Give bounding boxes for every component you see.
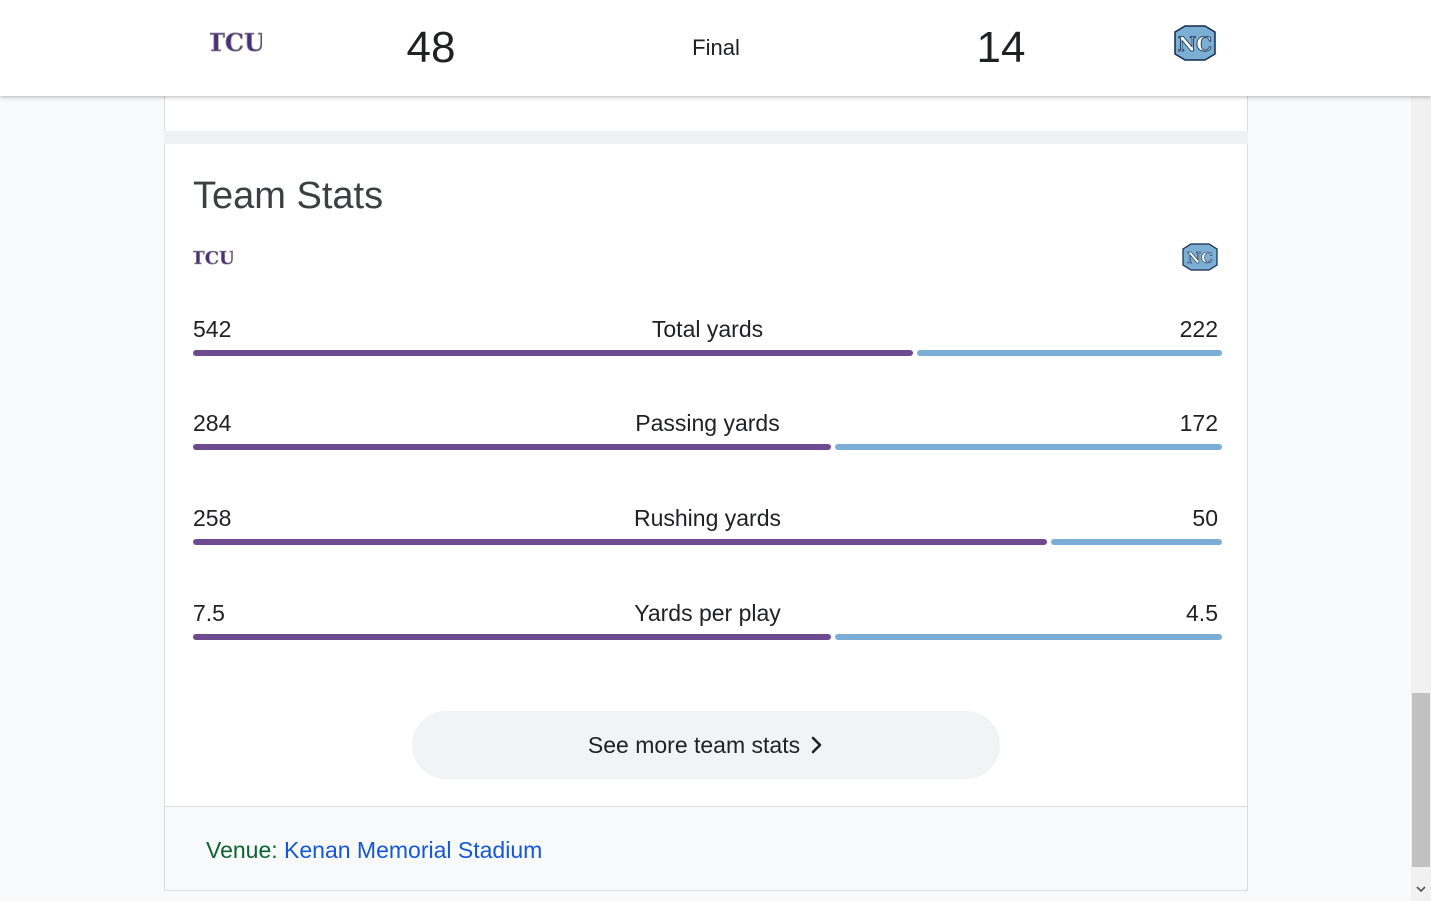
home-stat-value: 258 (193, 505, 232, 531)
game-status: Final (692, 35, 740, 60)
team-stats-title: Team Stats (193, 175, 384, 217)
away-bar (1051, 539, 1222, 545)
away-bar (834, 444, 1222, 450)
away-stat-value: 50 (1192, 505, 1218, 531)
home-stat-value: 7.5 (193, 600, 225, 626)
venue-section: Venue: Kenan Memorial Stadium (164, 807, 1248, 891)
svg-text:TCU: TCU (193, 248, 233, 268)
home-score: 48 (406, 23, 456, 72)
away-bar (834, 634, 1222, 640)
away-stat-value: 222 (1179, 316, 1218, 342)
scroll-down-arrow-icon[interactable] (1414, 882, 1428, 896)
stat-row-passing-yards: 284 Passing yards 172 (193, 408, 1222, 458)
stat-label: Total yards (651, 316, 764, 342)
scrollbar-thumb[interactable] (1412, 693, 1430, 867)
home-stat-value: 542 (193, 316, 232, 342)
home-bar (193, 539, 1048, 545)
unc-logo-icon[interactable]: NC (1169, 20, 1221, 66)
home-stat-value: 284 (193, 410, 232, 436)
away-stat-value: 172 (1179, 410, 1218, 436)
home-bar (193, 444, 831, 450)
venue-link[interactable]: Kenan Memorial Stadium (284, 837, 543, 863)
away-bar (917, 350, 1222, 356)
home-bar (193, 350, 914, 356)
svg-text:TCU: TCU (210, 28, 262, 57)
away-score: 14 (976, 23, 1026, 72)
stat-comparison-bar (193, 350, 1222, 356)
chevron-right-icon (811, 736, 822, 754)
home-bar (193, 634, 831, 640)
stat-comparison-bar (193, 539, 1222, 545)
unc-logo-icon: NC (1182, 243, 1218, 271)
stat-row-total-yards: 542 Total yards 222 (193, 314, 1222, 364)
see-more-label: See more team stats (587, 731, 801, 758)
stat-label: Passing yards (635, 410, 780, 436)
team-stats-card: Team Stats TCU NC 542 Total yards 222 28… (164, 144, 1248, 807)
stat-label: Rushing yards (633, 505, 782, 531)
tcu-logo-icon: TCU (193, 248, 233, 268)
stat-row-rushing-yards: 258 Rushing yards 50 (193, 503, 1222, 553)
scoreboard-header: TCU 48 Final 14 NC (0, 0, 1431, 96)
venue-line: Venue: Kenan Memorial Stadium (206, 836, 542, 864)
stat-comparison-bar (193, 444, 1222, 450)
stat-comparison-bar (193, 634, 1222, 640)
stat-label: Yards per play (634, 600, 781, 626)
previous-card-bottom (164, 96, 1248, 131)
card-separator (164, 131, 1248, 144)
tcu-logo-icon[interactable]: TCU (210, 28, 262, 58)
stat-row-yards-per-play: 7.5 Yards per play 4.5 (193, 598, 1222, 648)
svg-text:NC: NC (1187, 249, 1213, 267)
svg-text:NC: NC (1178, 32, 1212, 56)
venue-label: Venue: (206, 837, 285, 863)
away-stat-value: 4.5 (1186, 600, 1218, 626)
see-more-team-stats-button[interactable]: See more team stats (412, 711, 1000, 779)
